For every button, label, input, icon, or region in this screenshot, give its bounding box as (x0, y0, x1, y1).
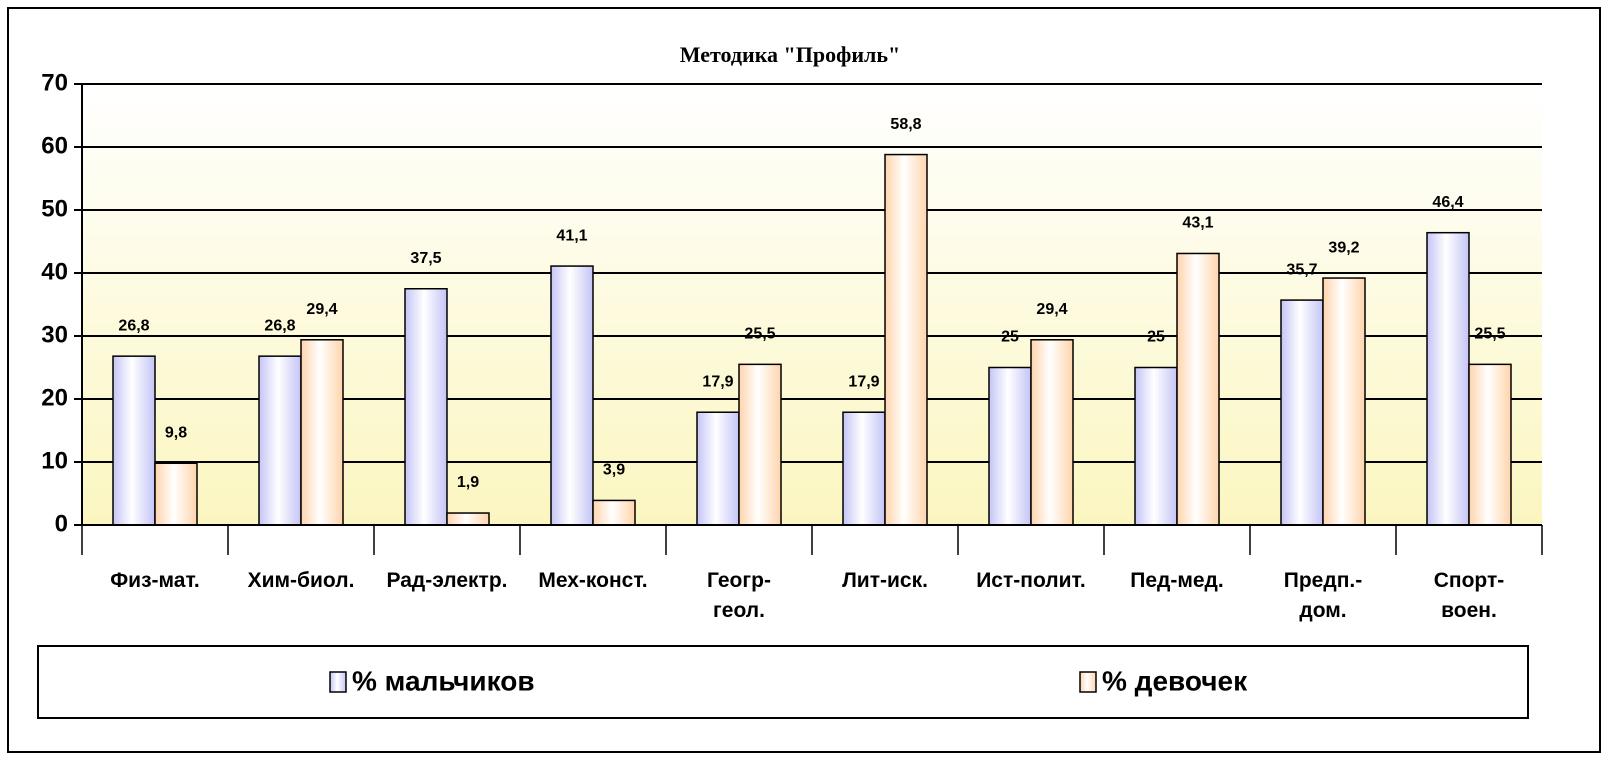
data-label: 25,5 (1474, 326, 1505, 343)
frame (7, 7, 1601, 753)
legend (37, 645, 1529, 719)
bar (112, 355, 156, 526)
bar (1426, 231, 1470, 526)
bar (154, 462, 198, 526)
y-tick-label: 30 (41, 321, 68, 348)
x-tick-label: Рад-электр. (386, 569, 508, 592)
data-label: 39,2 (1328, 239, 1359, 256)
bar (592, 499, 636, 526)
bar (842, 411, 886, 526)
data-label: 26,8 (264, 317, 295, 334)
legend-label: % мальчиков (352, 665, 535, 696)
y-tick-label: 0 (55, 510, 68, 537)
data-label: 37,5 (410, 250, 441, 267)
bar (300, 339, 344, 526)
bar (1280, 299, 1324, 526)
chart-title: Методика "Профиль" (680, 42, 900, 67)
data-label: 29,4 (306, 301, 337, 318)
data-label: 9,8 (165, 424, 187, 441)
bar (1468, 363, 1512, 526)
data-label: 3,9 (603, 462, 625, 479)
data-label: 25 (1001, 329, 1019, 346)
data-label: 17,9 (848, 373, 879, 390)
x-tick-label: Лит-иск. (842, 569, 928, 592)
y-tick-label: 70 (41, 69, 68, 96)
x-tick-label: Мех-конст. (538, 569, 648, 592)
x-tick-label: Физ-мат. (110, 569, 200, 592)
data-label: 29,4 (1036, 301, 1067, 318)
data-label: 1,9 (457, 474, 479, 491)
data-label: 26,8 (118, 317, 149, 334)
data-label: 58,8 (890, 116, 921, 133)
data-label: 46,4 (1432, 194, 1463, 211)
legend-swatch (329, 671, 347, 693)
bar (1322, 277, 1366, 526)
data-label: 17,9 (702, 373, 733, 390)
data-label: 41,1 (556, 227, 587, 244)
bar (884, 153, 928, 526)
bar (738, 363, 782, 526)
bar (1176, 252, 1220, 526)
data-label: 25 (1147, 329, 1165, 346)
x-tick-label: Предп.- дом. (1283, 569, 1363, 622)
bar (1134, 366, 1178, 526)
x-tick-label: Ист-полит. (976, 569, 1086, 592)
bar (1030, 339, 1074, 526)
bar (550, 265, 594, 526)
bar (988, 366, 1032, 526)
bar (446, 512, 490, 526)
bar (404, 288, 448, 526)
data-label: 43,1 (1182, 215, 1213, 232)
data-label: 35,7 (1286, 261, 1317, 278)
x-tick-label: Пед-мед. (1130, 569, 1224, 592)
data-label: 25,5 (744, 326, 775, 343)
y-tick-label: 20 (41, 384, 68, 411)
y-tick-label: 60 (41, 132, 68, 159)
y-tick-label: 40 (41, 258, 68, 285)
bar (696, 411, 740, 526)
legend-label: % девочек (1102, 665, 1248, 696)
x-tick-label: Геогр- геол. (707, 569, 771, 622)
legend-swatch (1079, 671, 1097, 693)
y-tick-label: 10 (41, 447, 68, 474)
x-tick-label: Спорт- воен. (1433, 569, 1505, 622)
y-tick-label: 50 (41, 195, 68, 222)
bar (258, 355, 302, 526)
x-tick-label: Хим-биол. (247, 569, 355, 592)
